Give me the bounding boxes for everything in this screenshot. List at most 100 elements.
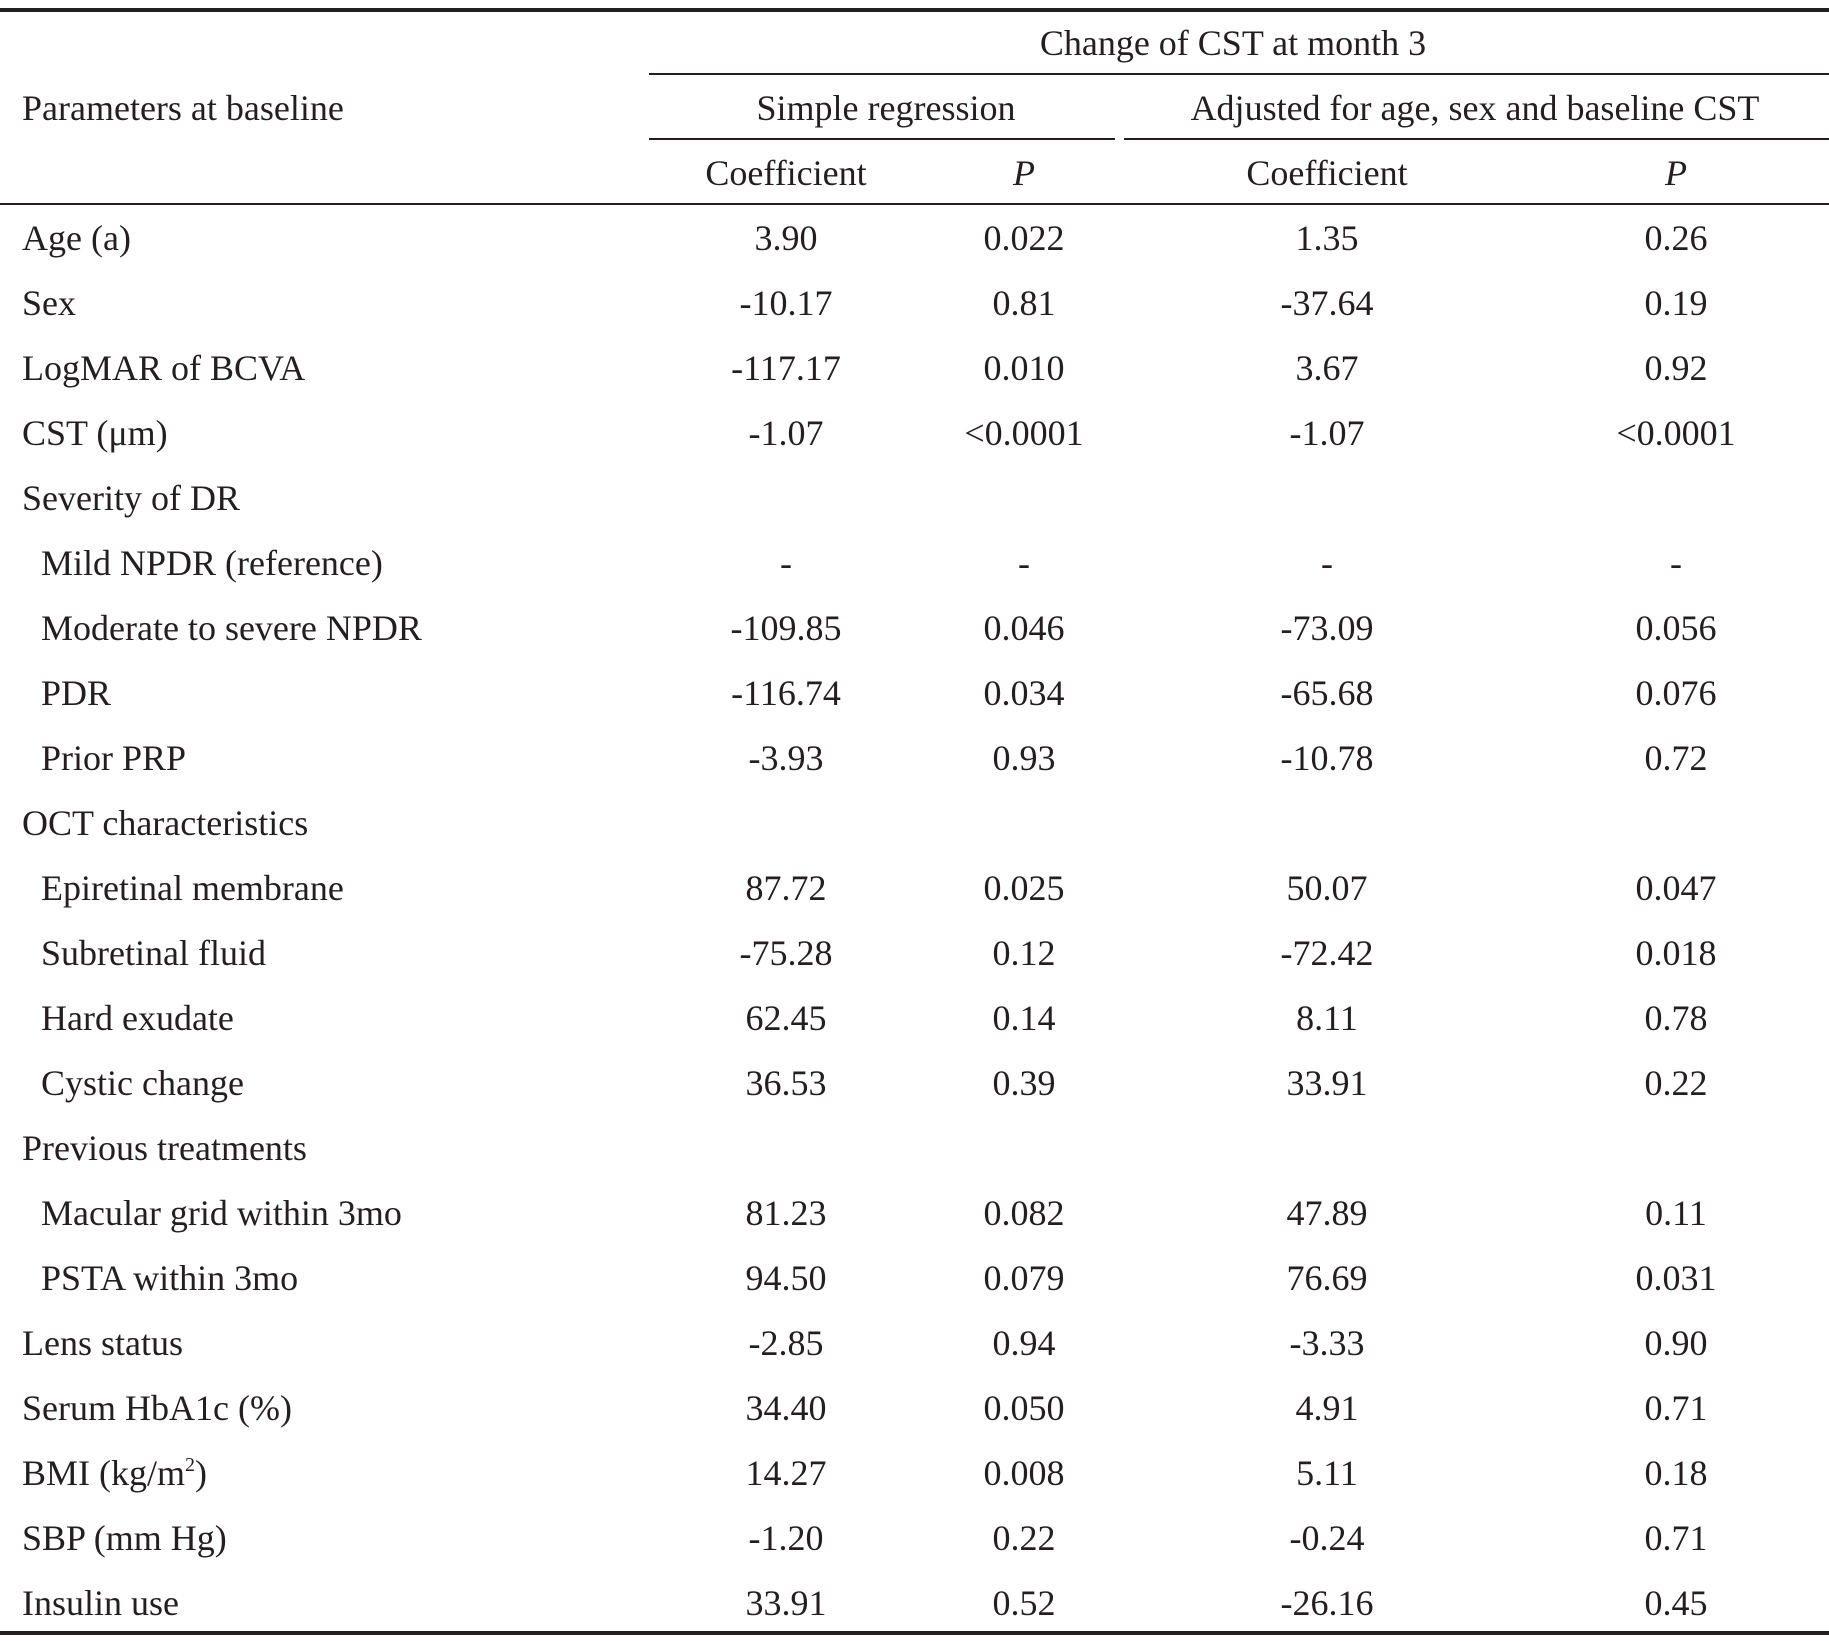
- simple-p-header: P: [1013, 153, 1035, 193]
- simple-p-cell: 0.079: [983, 1258, 1065, 1298]
- row-label: Age (a): [22, 220, 131, 256]
- row-label-text: Subretinal fluid: [41, 933, 266, 973]
- adjusted-p-cell: 0.076: [1635, 673, 1717, 713]
- adjusted-p-cell: 0.45: [1644, 1583, 1708, 1623]
- adjusted-coefficient-cell: -65.68: [1280, 673, 1374, 713]
- adjusted-p-cell: <0.0001: [1616, 413, 1736, 453]
- row-label: Previous treatments: [22, 1130, 307, 1166]
- simple-p-cell: 0.52: [992, 1583, 1056, 1623]
- simple-p-cell: 0.046: [983, 608, 1065, 648]
- group-title: Change of CST at month 3: [1039, 23, 1427, 63]
- adjusted-p-cell: 0.22: [1644, 1063, 1708, 1103]
- simple-coefficient-cell: -3.93: [748, 738, 824, 778]
- simple-coefficient-cell: 94.50: [745, 1258, 827, 1298]
- header-bottom-rule: [0, 203, 1829, 205]
- simple-p-cell: 0.010: [983, 348, 1065, 388]
- row-label: Lens status: [22, 1325, 183, 1361]
- row-label-text: Hard exudate: [41, 998, 234, 1038]
- row-label-text: Previous treatments: [22, 1128, 307, 1168]
- row-label-text: Sex: [22, 283, 76, 323]
- adjusted-coefficient-cell: 5.11: [1296, 1453, 1358, 1493]
- adjusted-coefficient-cell: 8.11: [1296, 998, 1358, 1038]
- row-label-text: Serum HbA1c (%): [22, 1388, 292, 1428]
- row-label: Hard exudate: [41, 1000, 234, 1036]
- adjusted-coefficient-cell: 3.67: [1295, 348, 1359, 388]
- simple-p-cell: 0.034: [983, 673, 1065, 713]
- adjusted-coefficient-cell: -: [1321, 543, 1333, 583]
- adjusted-coefficient-cell: 76.69: [1286, 1258, 1368, 1298]
- simple-p-cell: 0.14: [992, 998, 1056, 1038]
- simple-p-cell: 0.39: [992, 1063, 1056, 1103]
- row-label: BMI (kg/m2): [22, 1455, 207, 1491]
- adjusted-p-cell: -: [1670, 543, 1682, 583]
- row-label-text: Age (a): [22, 218, 131, 258]
- simple-p-cell: 0.022: [983, 218, 1065, 258]
- adjusted-coefficient-cell: 1.35: [1295, 218, 1359, 258]
- adjusted-coefficient-cell: 47.89: [1286, 1193, 1368, 1233]
- simple-coefficient-cell: -10.17: [739, 283, 833, 323]
- simple-coefficient-cell: -2.85: [748, 1323, 824, 1363]
- simple-coefficient-cell: 81.23: [745, 1193, 827, 1233]
- row-label: Severity of DR: [22, 480, 240, 516]
- adjusted-coefficient-cell: -0.24: [1289, 1518, 1365, 1558]
- adjusted-coefficient-header: Coefficient: [1246, 153, 1408, 193]
- adjusted-p-cell: 0.056: [1635, 608, 1717, 648]
- simple-coefficient-cell: 33.91: [745, 1583, 827, 1623]
- adjusted-p-cell: 0.26: [1644, 218, 1708, 258]
- row-label-text: SBP (mm Hg): [22, 1518, 227, 1558]
- row-label-text: Moderate to severe NPDR: [41, 608, 422, 648]
- row-label-text: Insulin use: [22, 1583, 179, 1623]
- simple-regression-header: Simple regression: [756, 88, 1016, 128]
- simple-coefficient-header: Coefficient: [705, 153, 867, 193]
- adjusted-coefficient-cell: 33.91: [1286, 1063, 1368, 1103]
- row-label-text: CST (μm): [22, 413, 168, 453]
- simple-coefficient-cell: -1.20: [748, 1518, 824, 1558]
- adjusted-rule: [1124, 138, 1829, 140]
- row-label-text: OCT characteristics: [22, 803, 309, 843]
- simple-coefficient-cell: 62.45: [745, 998, 827, 1038]
- row-label: PSTA within 3mo: [41, 1260, 298, 1296]
- simple-coefficient-cell: 36.53: [745, 1063, 827, 1103]
- adjusted-coefficient-cell: -10.78: [1280, 738, 1374, 778]
- adjusted-coefficient-cell: -26.16: [1280, 1583, 1374, 1623]
- simple-coefficient-cell: -117.17: [731, 348, 841, 388]
- row-label: Sex: [22, 285, 76, 321]
- simple-coefficient-cell: -116.74: [731, 673, 841, 713]
- adjusted-coefficient-cell: 50.07: [1286, 868, 1368, 908]
- adjusted-coefficient-cell: -73.09: [1280, 608, 1374, 648]
- adjusted-p-cell: 0.71: [1644, 1518, 1708, 1558]
- simple-coefficient-cell: 3.90: [754, 218, 818, 258]
- adjusted-p-cell: 0.92: [1644, 348, 1708, 388]
- row-label: Moderate to severe NPDR: [41, 610, 422, 646]
- adjusted-p-cell: 0.031: [1635, 1258, 1717, 1298]
- row-label: LogMAR of BCVA: [22, 350, 305, 386]
- row-label-text: PSTA within 3mo: [41, 1258, 299, 1298]
- adjusted-p-cell: 0.19: [1644, 283, 1708, 323]
- row-label: PDR: [41, 675, 111, 711]
- adjusted-coefficient-cell: -1.07: [1289, 413, 1365, 453]
- simple-p-cell: 0.12: [992, 933, 1056, 973]
- row-label-text: Lens status: [22, 1323, 183, 1363]
- simple-coefficient-cell: 14.27: [745, 1453, 827, 1493]
- adjusted-coefficient-cell: -3.33: [1289, 1323, 1365, 1363]
- row-label-text: Severity of DR: [22, 478, 240, 518]
- group-rule: [649, 73, 1829, 75]
- row-label: Serum HbA1c (%): [22, 1390, 292, 1426]
- simple-p-cell: 0.008: [983, 1453, 1065, 1493]
- adjusted-p-cell: 0.71: [1644, 1388, 1708, 1428]
- adjusted-coefficient-cell: -72.42: [1280, 933, 1374, 973]
- row-label: Mild NPDR (reference): [41, 545, 383, 581]
- adjusted-p-cell: 0.018: [1635, 933, 1717, 973]
- row-label-text: PDR: [41, 673, 112, 713]
- row-label-text: Prior PRP: [41, 738, 187, 778]
- row-label: CST (μm): [22, 415, 168, 451]
- row-label: Macular grid within 3mo: [41, 1195, 402, 1231]
- stub-header: Parameters at baseline: [22, 88, 344, 128]
- simple-coefficient-cell: 87.72: [745, 868, 827, 908]
- row-label-text: BMI (kg/m: [22, 1453, 186, 1493]
- row-label: Epiretinal membrane: [41, 870, 344, 906]
- row-label: Insulin use: [22, 1585, 179, 1621]
- adjusted-p-cell: 0.90: [1644, 1323, 1708, 1363]
- adjusted-p-cell: 0.72: [1644, 738, 1708, 778]
- simple-p-cell: 0.082: [983, 1193, 1065, 1233]
